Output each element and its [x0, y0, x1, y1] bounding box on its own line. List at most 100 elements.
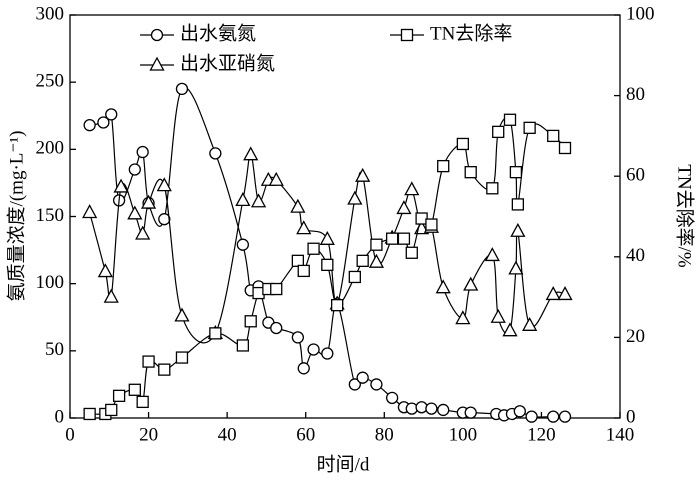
marker: [236, 238, 250, 251]
marker: [158, 363, 171, 376]
marker: [297, 362, 310, 375]
marker: [136, 395, 149, 409]
marker: [158, 213, 171, 226]
x-tick-label: 100: [449, 424, 478, 445]
marker: [437, 403, 450, 417]
marker: [243, 146, 259, 161]
x-tick-label: 140: [606, 424, 635, 445]
marker: [348, 378, 361, 391]
marker: [236, 339, 250, 352]
marker: [113, 178, 129, 193]
marker: [135, 225, 151, 240]
y-axis-label: 氨质量浓度/(mg·L⁻¹): [5, 131, 27, 302]
marker: [97, 263, 113, 278]
marker: [464, 406, 477, 419]
marker: [112, 389, 126, 402]
marker: [385, 391, 399, 405]
marker: [558, 410, 572, 423]
marker: [435, 279, 451, 294]
marker: [368, 253, 385, 268]
marker: [105, 403, 118, 417]
marker: [511, 198, 525, 211]
x-axis-label: 时间/d: [317, 453, 370, 475]
y2-tick-label: 40: [626, 245, 645, 266]
marker: [128, 163, 141, 176]
marker: [370, 238, 383, 251]
marker: [142, 355, 155, 368]
marker: [103, 288, 119, 303]
marker: [348, 270, 361, 284]
x-tick-label: 60: [296, 424, 315, 445]
x-tick-label: 40: [218, 424, 237, 445]
marker: [290, 198, 306, 213]
marker: [175, 351, 189, 364]
marker: [347, 190, 363, 205]
marker: [174, 307, 190, 322]
marker: [547, 410, 560, 423]
marker: [397, 232, 411, 245]
marker: [547, 129, 560, 143]
y-tick-label: 250: [36, 71, 65, 92]
marker: [97, 116, 110, 129]
marker: [82, 204, 98, 219]
marker: [140, 194, 157, 209]
marker: [404, 181, 420, 196]
marker: [522, 316, 538, 331]
marker: [128, 383, 141, 396]
marker: [270, 282, 283, 296]
marker: [370, 378, 383, 391]
marker: [307, 343, 320, 356]
marker: [400, 28, 414, 42]
marker: [250, 193, 267, 208]
marker: [296, 220, 312, 235]
legend-label: 出水氨氮: [180, 22, 256, 44]
marker: [235, 192, 251, 207]
y-tick-label: 100: [36, 272, 65, 293]
marker: [490, 308, 506, 323]
marker: [209, 147, 222, 160]
marker: [503, 113, 517, 126]
marker: [321, 258, 334, 272]
marker: [492, 125, 505, 139]
marker: [355, 167, 371, 182]
x-tick-label: 20: [139, 424, 158, 445]
marker: [83, 119, 96, 132]
marker: [330, 299, 344, 312]
legend-label: 出水亚硝氮: [180, 52, 275, 74]
y-tick-label: 200: [36, 138, 65, 159]
marker: [484, 247, 500, 262]
marker: [558, 141, 572, 155]
marker: [463, 276, 479, 291]
y2-tick-label: 20: [626, 326, 645, 347]
marker: [385, 232, 399, 245]
marker: [356, 371, 369, 384]
marker: [209, 327, 222, 340]
marker: [291, 254, 305, 267]
marker: [464, 166, 477, 179]
marker: [291, 331, 305, 344]
y2-tick-label: 60: [626, 165, 645, 186]
marker: [307, 242, 320, 255]
marker: [509, 166, 523, 179]
y2-tick-label: 100: [626, 3, 655, 24]
marker: [83, 407, 96, 421]
y2-tick-label: 80: [626, 84, 645, 105]
marker: [270, 321, 283, 335]
marker: [319, 230, 335, 245]
y2-axis-label: TN去除率/%: [674, 164, 696, 268]
marker: [455, 310, 471, 325]
marker: [244, 315, 257, 328]
marker: [321, 347, 334, 360]
marker: [156, 177, 172, 192]
marker: [525, 410, 538, 423]
marker: [268, 171, 284, 186]
marker: [175, 82, 189, 96]
marker: [405, 246, 418, 259]
marker: [425, 402, 438, 415]
y2-tick-label: 0: [626, 406, 636, 427]
marker: [149, 56, 165, 71]
marker: [510, 222, 526, 237]
marker: [486, 182, 499, 195]
marker: [136, 145, 149, 159]
